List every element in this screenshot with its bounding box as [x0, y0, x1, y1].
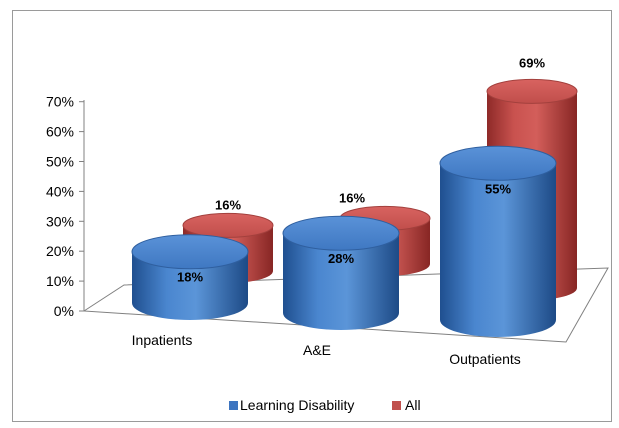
y-tick-label: 20% [46, 243, 74, 259]
bar-all-outpatients-top [486, 78, 578, 104]
y-tick-label: 50% [46, 154, 74, 170]
legend-label-learning-disability: Learning Disability [240, 397, 354, 413]
data-label-all-a-e: 16% [339, 190, 365, 205]
bar-learning-disability-a-e-body [283, 233, 399, 330]
legend-label-all: All [405, 397, 421, 413]
category-label-outpatients: Outpatients [449, 351, 521, 367]
category-label-inpatients: Inpatients [132, 332, 193, 348]
series-learning-disability-bars: 18% 28% 55% [131, 145, 557, 337]
data-label-learning-disability-outpatients: 55% [485, 181, 511, 196]
y-tick-label: 0% [54, 303, 74, 319]
y-tick-label: 60% [46, 124, 74, 140]
bar-learning-disability-a-e-top [282, 215, 400, 251]
y-tick-label: 70% [46, 94, 74, 110]
y-axis-ticks: 0% 10% 20% 30% 40% 50% 60% 70% [46, 94, 84, 319]
y-tick-label: 40% [46, 183, 74, 199]
bar-learning-disability-outpatients-top [439, 145, 557, 181]
data-label-learning-disability-a-e: 28% [328, 251, 354, 266]
bar-learning-disability-a-e [282, 215, 400, 330]
data-label-all-outpatients: 69% [519, 55, 545, 70]
y-tick-label: 10% [46, 273, 74, 289]
bar-learning-disability-outpatients-body [440, 163, 556, 337]
data-label-all-inpatients: 16% [215, 197, 241, 212]
legend-swatch-learning-disability [229, 401, 238, 410]
bar-learning-disability-inpatients-top [131, 234, 249, 270]
data-label-learning-disability-inpatients: 18% [177, 270, 203, 285]
category-label-a-e: A&E [303, 342, 331, 358]
legend-swatch-all [392, 401, 401, 410]
bar-all-inpatients-top [182, 212, 274, 238]
bar-learning-disability-inpatients-body [132, 251, 248, 320]
legend: Learning Disability All [229, 397, 421, 413]
bar-learning-disability-outpatients [439, 145, 557, 337]
category-labels: Inpatients A&E Outpatients [132, 332, 521, 367]
y-tick-label: 30% [46, 213, 74, 229]
bar-learning-disability-inpatients [131, 234, 249, 320]
